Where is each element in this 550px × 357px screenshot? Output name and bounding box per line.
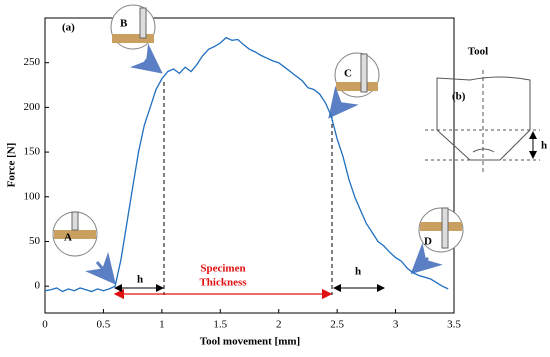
x-tick-label: 0.5	[97, 319, 111, 331]
stage-label: C	[344, 68, 352, 80]
stage-label: D	[424, 236, 432, 248]
force-line	[44, 36, 449, 293]
h-label: h	[355, 266, 361, 278]
stage-label: B	[120, 18, 128, 30]
h-label: h	[137, 274, 143, 286]
span-label: Thickness	[199, 277, 247, 289]
x-tick-label: 3.5	[447, 319, 461, 331]
pointer-arrow	[129, 43, 163, 74]
y-tick-label: 150	[24, 146, 41, 158]
x-tick-label: 2	[276, 319, 282, 331]
inset-title: Tool	[468, 46, 488, 58]
y-tick-label: 100	[24, 190, 41, 202]
panel-label: (a)	[62, 22, 75, 34]
plot-frame	[44, 17, 455, 314]
x-tick-label: 1	[159, 319, 165, 331]
pointer-arrow	[410, 242, 443, 275]
tool-inset	[425, 70, 540, 175]
stage-icon	[418, 207, 464, 253]
y-tick-label: 50	[29, 235, 41, 247]
pointer-arrow	[328, 85, 359, 119]
y-tick-label: 0	[35, 280, 41, 292]
x-axis-label: Tool movement [mm]	[200, 336, 300, 348]
x-tick-label: 0	[42, 319, 48, 331]
x-tick-label: 3	[393, 319, 399, 331]
x-tick-label: 2.5	[330, 319, 344, 331]
pointer-arrow	[85, 251, 116, 285]
inset-h-label: h	[541, 140, 547, 152]
x-tick-label: 1.5	[213, 319, 227, 331]
y-axis-label: Force [N]	[6, 143, 18, 188]
stage-icon	[334, 52, 380, 98]
stage-icon	[110, 4, 156, 50]
y-tick-label: 250	[24, 56, 41, 68]
stage-label: A	[64, 232, 72, 244]
annotations: h h Specimen Thickness A B C D Tool (b) …	[52, 4, 547, 300]
y-tick-label: 200	[24, 101, 41, 113]
inset-label: (b)	[452, 91, 466, 103]
span-label: Specimen	[200, 263, 245, 275]
stage-icon	[52, 211, 98, 257]
